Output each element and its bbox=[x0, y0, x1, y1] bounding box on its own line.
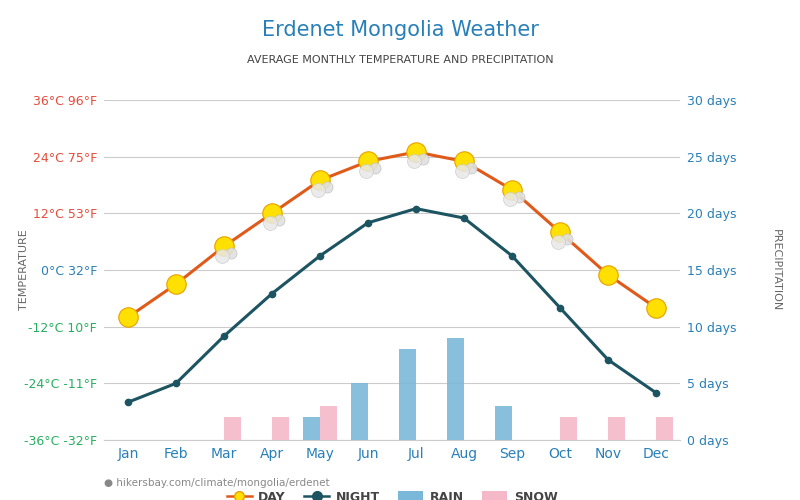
Bar bbox=[303, 418, 320, 440]
Text: PRECIPITATION: PRECIPITATION bbox=[771, 229, 781, 311]
Bar bbox=[560, 418, 577, 440]
Text: TEMPERATURE: TEMPERATURE bbox=[19, 230, 29, 310]
Text: ● hikersbay.com/climate/mongolia/erdenet: ● hikersbay.com/climate/mongolia/erdenet bbox=[104, 478, 330, 488]
Text: AVERAGE MONTHLY TEMPERATURE AND PRECIPITATION: AVERAGE MONTHLY TEMPERATURE AND PRECIPIT… bbox=[246, 55, 554, 65]
Legend: DAY, NIGHT, RAIN, SNOW: DAY, NIGHT, RAIN, SNOW bbox=[222, 486, 562, 500]
Bar bbox=[495, 406, 512, 440]
Bar bbox=[272, 418, 289, 440]
Bar bbox=[399, 350, 416, 440]
Bar bbox=[320, 406, 337, 440]
Bar bbox=[608, 418, 625, 440]
Bar bbox=[351, 384, 368, 440]
Bar bbox=[447, 338, 464, 440]
Text: Erdenet Mongolia Weather: Erdenet Mongolia Weather bbox=[262, 20, 538, 40]
Bar bbox=[224, 418, 241, 440]
Bar bbox=[656, 418, 673, 440]
